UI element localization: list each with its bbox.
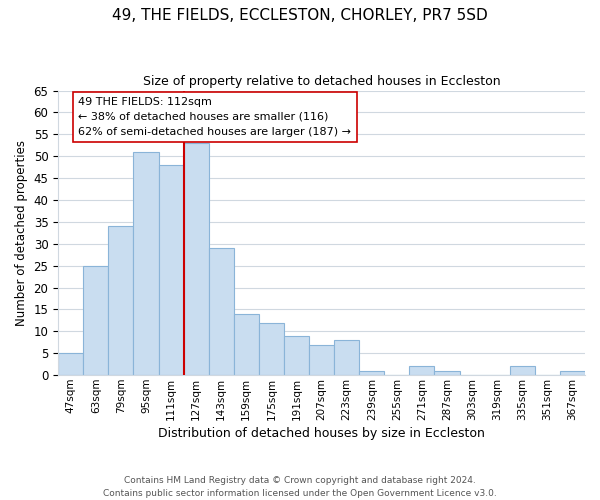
Bar: [58, 354, 83, 375]
Bar: [309, 344, 334, 375]
Bar: [83, 266, 109, 375]
Bar: [259, 322, 284, 375]
Title: Size of property relative to detached houses in Eccleston: Size of property relative to detached ho…: [143, 75, 500, 88]
Text: 49, THE FIELDS, ECCLESTON, CHORLEY, PR7 5SD: 49, THE FIELDS, ECCLESTON, CHORLEY, PR7 …: [112, 8, 488, 22]
Text: 49 THE FIELDS: 112sqm
← 38% of detached houses are smaller (116)
62% of semi-det: 49 THE FIELDS: 112sqm ← 38% of detached …: [78, 97, 351, 136]
Bar: [209, 248, 234, 375]
Bar: [334, 340, 359, 375]
Bar: [560, 371, 585, 375]
Bar: [109, 226, 133, 375]
Bar: [158, 165, 184, 375]
Bar: [184, 143, 209, 375]
Bar: [359, 371, 384, 375]
Bar: [510, 366, 535, 375]
Bar: [284, 336, 309, 375]
Bar: [133, 152, 158, 375]
Text: Contains HM Land Registry data © Crown copyright and database right 2024.
Contai: Contains HM Land Registry data © Crown c…: [103, 476, 497, 498]
Bar: [234, 314, 259, 375]
Bar: [409, 366, 434, 375]
X-axis label: Distribution of detached houses by size in Eccleston: Distribution of detached houses by size …: [158, 427, 485, 440]
Bar: [434, 371, 460, 375]
Y-axis label: Number of detached properties: Number of detached properties: [15, 140, 28, 326]
